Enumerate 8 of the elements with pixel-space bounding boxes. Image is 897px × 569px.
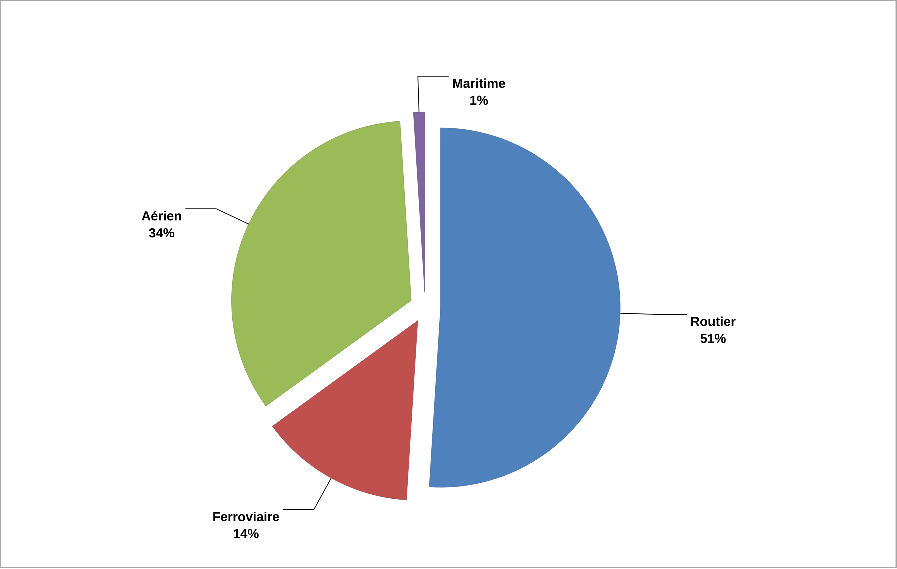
slice-label: Routier: [691, 317, 736, 327]
slice-label: Maritime: [453, 78, 506, 88]
data-label: 14%: [234, 530, 259, 539]
slice-label: Aérien: [142, 211, 182, 221]
data-label: 34%: [149, 228, 175, 238]
data-label: 51%: [700, 334, 726, 344]
data-label: 1%: [470, 96, 488, 106]
slice-label: Ferroviaire: [214, 512, 280, 522]
